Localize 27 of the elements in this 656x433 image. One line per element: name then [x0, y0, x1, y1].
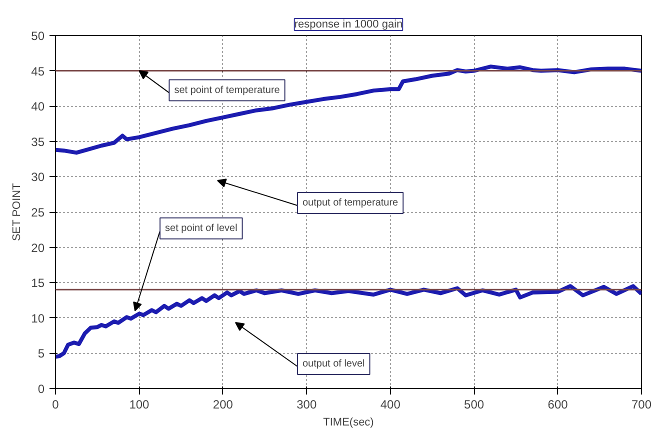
y-tick-label: 5: [38, 346, 45, 361]
y-tick-label: 20: [31, 240, 45, 255]
y-tick-label: 15: [31, 276, 45, 290]
x-tick-label: 600: [548, 398, 568, 412]
line-series: [56, 284, 642, 359]
y-tick-label: 10: [31, 311, 45, 326]
y-tick-label: 40: [31, 100, 45, 114]
x-tick-label: 0: [52, 398, 60, 412]
y-tick-label: 50: [31, 29, 45, 43]
y-tick-label: 25: [31, 206, 45, 220]
x-tick-label: 700: [631, 398, 652, 412]
chart-title: response in 1000 gain: [294, 18, 403, 30]
y-tick-label: 0: [38, 382, 45, 396]
y-tick-label: 35: [31, 134, 45, 149]
x-tick-label: 200: [212, 398, 234, 412]
y-tick-label: 30: [31, 170, 45, 184]
x-tick-label: 400: [380, 398, 401, 412]
x-axis-title: TIME(sec): [323, 416, 374, 428]
y-tick-label: 45: [31, 64, 45, 78]
annotation: set point of temperature: [174, 84, 280, 96]
annotation: set point of level: [165, 222, 238, 234]
annotation: output of level: [302, 358, 365, 370]
x-tick-label: 100: [129, 398, 150, 412]
annotation: output of temperature: [302, 198, 399, 208]
y-axis-title: SET POINT: [11, 182, 24, 242]
x-tick-label: 300: [296, 398, 317, 412]
x-tick-label: 500: [464, 398, 484, 412]
